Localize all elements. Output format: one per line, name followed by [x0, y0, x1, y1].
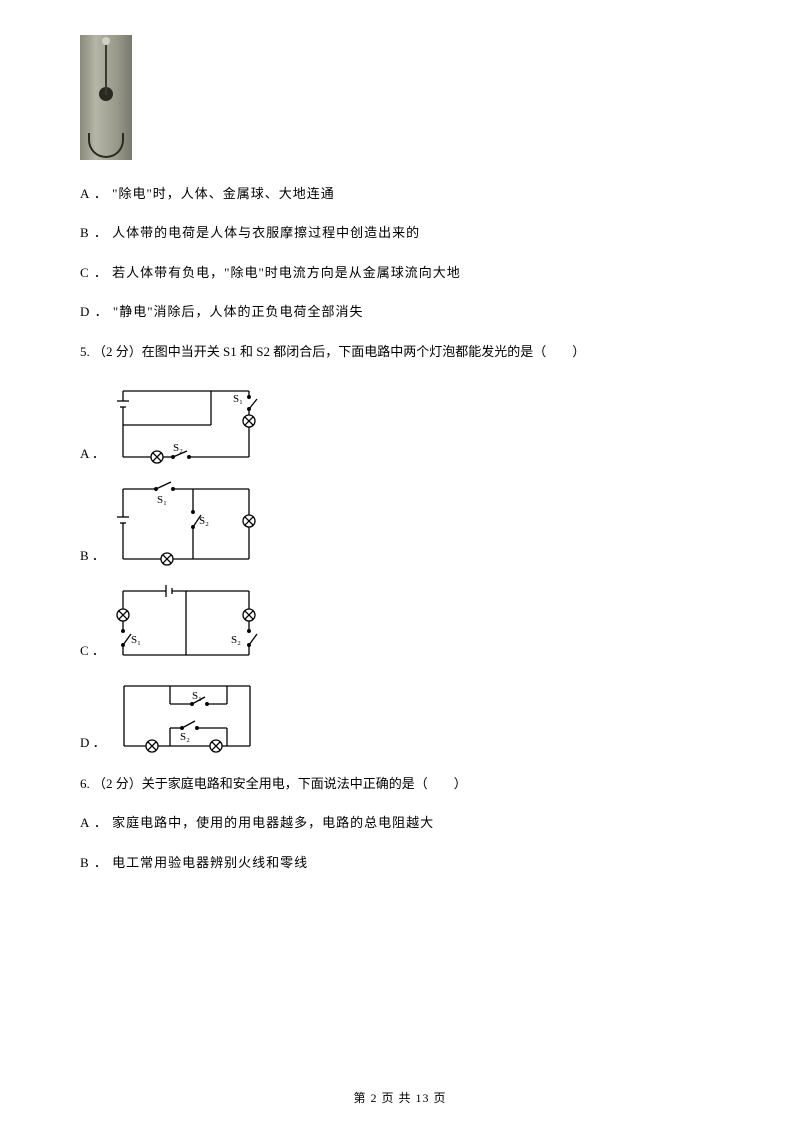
circuit-diagram-A: S₁ S₂ [111, 379, 261, 467]
q4-option-D: D ． "静电"消除后，人体的正负电荷全部消失 [80, 300, 730, 323]
option-text: B ． 人体带的电荷是人体与衣服摩擦过程中创造出来的 [80, 225, 420, 240]
q6-text: 6. （2 分）关于家庭电路和安全用电，下面说法中正确的是（ ） [80, 772, 730, 795]
s1-label: S₁ [192, 690, 202, 702]
q5-text: 5. （2 分）在图中当开关 S1 和 S2 都闭合后，下面电路中两个灯泡都能发… [80, 340, 730, 363]
page-footer: 第 2 页 共 13 页 [0, 1088, 800, 1110]
photo-ball [99, 87, 113, 101]
option-text: B ． 电工常用验电器辨别火线和零线 [80, 855, 308, 870]
photo-base [88, 133, 124, 158]
q4-option-C: C ． 若人体带有负电，"除电"时电流方向是从金属球流向大地 [80, 261, 730, 284]
device-photo [80, 35, 132, 160]
s1-label: S₁ [233, 393, 243, 405]
s2-label: S₂ [199, 515, 209, 527]
circuit-diagram-C: S₁ S₂ [111, 579, 261, 664]
sublabel: C ． [80, 639, 105, 662]
q6-option-B: B ． 电工常用验电器辨别火线和零线 [80, 851, 730, 874]
q5-option-B: B ． [80, 477, 730, 569]
sublabel: B ． [80, 544, 105, 567]
q5-option-C: C ． [80, 579, 730, 664]
option-text: A ． "除电"时，人体、金属球、大地连通 [80, 186, 335, 201]
q5-option-A: A ． [80, 379, 730, 467]
option-text: A ． 家庭电路中，使用的用电器越多，电路的总电阻越大 [80, 815, 434, 830]
circuit-diagram-B: S₁ S₂ [111, 477, 261, 569]
option-text: C ． 若人体带有负电，"除电"时电流方向是从金属球流向大地 [80, 265, 461, 280]
option-text: D ． "静电"消除后，人体的正负电荷全部消失 [80, 304, 364, 319]
s2-label: S₂ [173, 442, 183, 454]
q4-option-A: A ． "除电"时，人体、金属球、大地连通 [80, 182, 730, 205]
q5-option-D: D ． [80, 674, 730, 756]
s1-label: S₁ [157, 494, 167, 506]
circuit-diagram-D: S₁ S₂ [112, 674, 262, 756]
s2-label: S₂ [180, 731, 190, 743]
s2-label: S₂ [231, 634, 241, 646]
s1-label: S₁ [131, 634, 141, 646]
q4-option-B: B ． 人体带的电荷是人体与衣服摩擦过程中创造出来的 [80, 221, 730, 244]
sublabel: D ． [80, 731, 106, 754]
q6-option-A: A ． 家庭电路中，使用的用电器越多，电路的总电阻越大 [80, 811, 730, 834]
sublabel: A ． [80, 442, 105, 465]
